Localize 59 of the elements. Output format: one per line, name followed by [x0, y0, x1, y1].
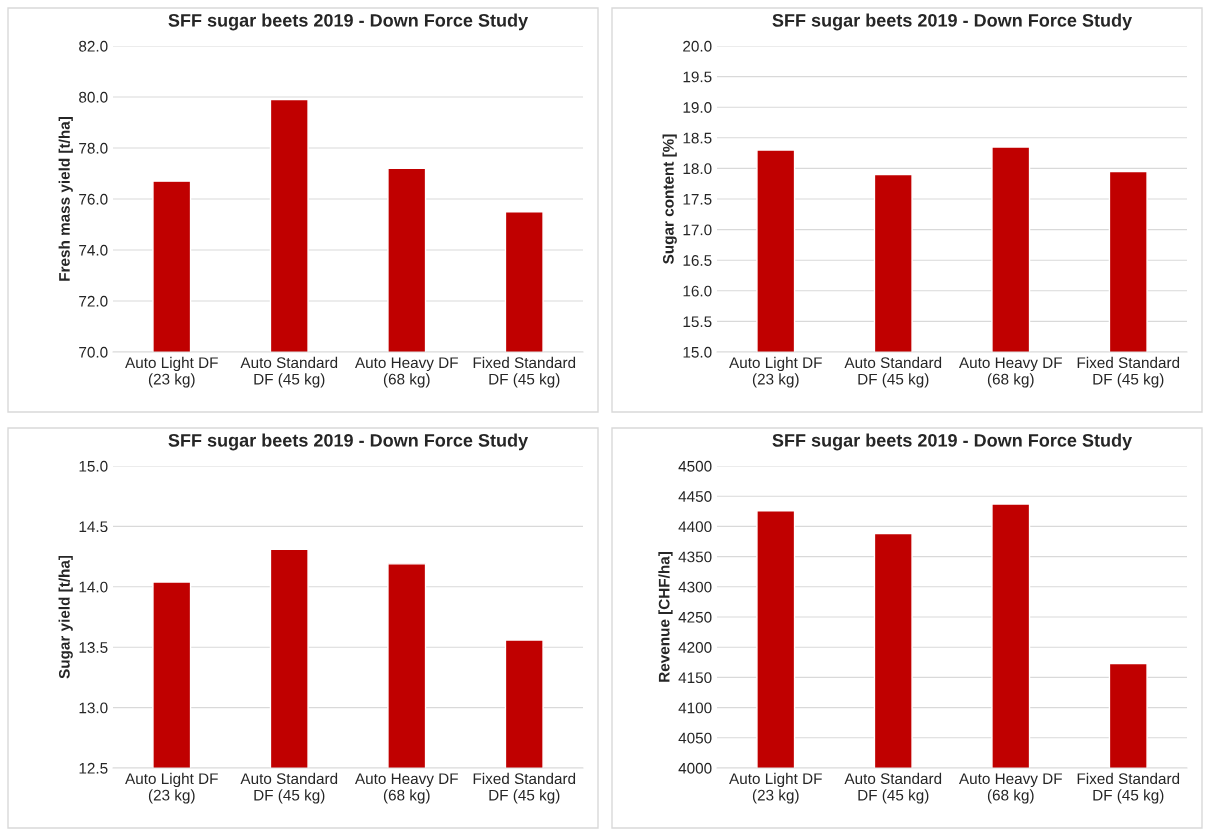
y-tick-label: 17.5: [683, 194, 712, 205]
y-tick-label: 72.0: [79, 295, 108, 307]
y-tick-label: 19.5: [683, 71, 712, 83]
y-tick-label: 4500: [678, 460, 712, 472]
x-tick-label: Auto Standard DF (45 kg): [240, 356, 338, 388]
y-tick-label: 13.0: [79, 702, 108, 714]
y-tick-label: 76.0: [79, 193, 108, 205]
y-tick-label: 82.0: [79, 40, 108, 52]
y-tick-label: 18.0: [683, 163, 712, 175]
y-tick-label: 4300: [678, 581, 712, 593]
x-tick-label: Auto Heavy DF (68 kg): [354, 773, 458, 804]
y-tick-label: 16.0: [683, 285, 712, 297]
y-tick-label: 4150: [678, 672, 712, 684]
y-axis-title: Revenue [CHF/ha]: [658, 552, 673, 682]
y-tick-label: 12.5: [79, 762, 108, 774]
x-tick-label: Auto Heavy DF (68 kg): [958, 357, 1062, 388]
x-tick-label: Auto Standard DF (45 kg): [240, 772, 338, 804]
y-tick-label: 15.0: [79, 460, 108, 472]
x-tick-label: Fixed Standard DF (45 kg): [473, 356, 576, 388]
x-tick-label: Auto Light DF (23 kg): [125, 356, 218, 388]
chart-title: SFF sugar beets 2019 - Down Force Study: [772, 13, 1133, 31]
y-tick-label: 15.5: [683, 316, 712, 328]
y-tick-label: 4450: [678, 491, 712, 502]
chart-title: SFF sugar beets 2019 - Down Force Study: [772, 433, 1133, 451]
chart-title: SFF sugar beets 2019 - Down Force Study: [168, 13, 529, 31]
y-axis-title: Sugar content [%]: [662, 134, 677, 264]
x-tick-label: Auto Heavy DF (68 kg): [958, 773, 1062, 804]
x-tick-label: Auto Light DF (23 kg): [125, 772, 218, 804]
x-tick-label: Fixed Standard DF (45 kg): [1077, 772, 1180, 804]
y-tick-label: 16.5: [683, 255, 712, 266]
x-tick-label: Auto Heavy DF (68 kg): [354, 357, 458, 388]
y-tick-label: 18.5: [683, 132, 712, 144]
y-axis-title: Sugar yield [t/ha]: [58, 555, 73, 679]
y-tick-label: 14.0: [79, 581, 108, 593]
y-axis-title: Fresh mass yield [t/ha]: [58, 117, 73, 281]
y-tick-label: 74.0: [79, 244, 108, 256]
y-tick-label: 4400: [678, 521, 712, 533]
x-tick-label: Auto Light DF (23 kg): [729, 356, 822, 388]
y-tick-label: 4200: [678, 642, 712, 653]
y-tick-label: 20.0: [683, 40, 712, 52]
x-tick-label: Fixed Standard DF (45 kg): [473, 772, 576, 804]
x-tick-label: Auto Light DF (23 kg): [729, 772, 822, 804]
y-tick-label: 13.5: [79, 642, 108, 653]
y-tick-label: 14.5: [79, 521, 108, 533]
y-tick-label: 4050: [678, 732, 712, 744]
x-tick-label: Auto Standard DF (45 kg): [844, 772, 942, 804]
x-tick-label: Auto Standard DF (45 kg): [844, 356, 942, 388]
y-tick-label: 15.0: [683, 346, 712, 358]
y-tick-label: 78.0: [79, 142, 108, 154]
y-tick-label: 4100: [678, 702, 712, 714]
y-tick-label: 80.0: [79, 91, 108, 103]
y-tick-label: 4000: [678, 762, 712, 774]
y-tick-label: 17.0: [683, 224, 712, 236]
x-tick-label: Fixed Standard DF (45 kg): [1077, 356, 1180, 388]
y-tick-label: 4350: [678, 551, 712, 563]
y-tick-label: 19.0: [683, 102, 712, 113]
chart-title: SFF sugar beets 2019 - Down Force Study: [168, 433, 529, 451]
y-tick-label: 70.0: [79, 346, 108, 358]
y-tick-label: 4250: [678, 611, 712, 623]
